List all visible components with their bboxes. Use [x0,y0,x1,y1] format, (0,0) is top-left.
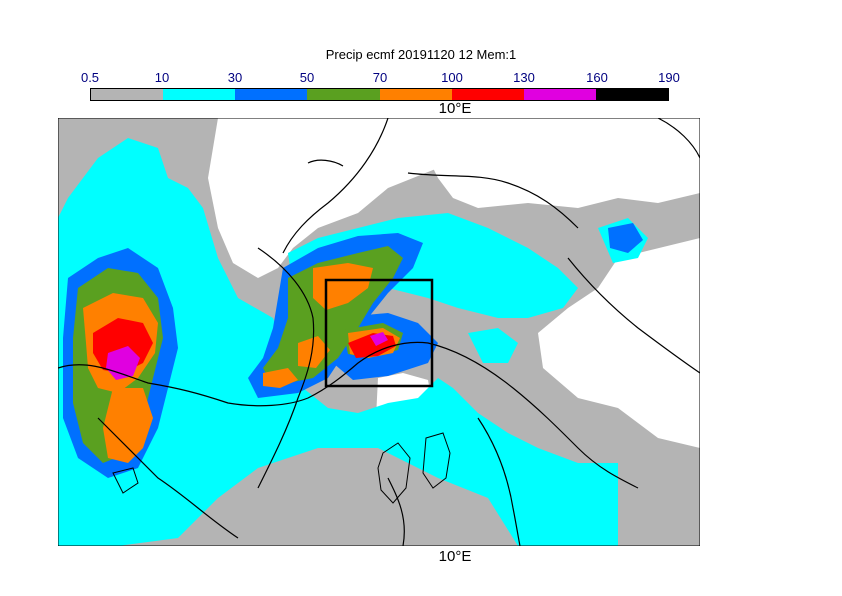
ocean-precip-area [58,138,648,546]
zoom-box [324,278,434,388]
legend-swatch [523,89,596,100]
longitude-label-top: 10°E [438,100,472,117]
legend-tick-label: 70 [372,70,388,85]
legend-swatch [595,89,668,100]
dry-areas [208,118,700,458]
coastlines [58,118,700,546]
legend-tick-label: 160 [586,70,608,85]
legend-tick-label: 0.5 [80,70,100,85]
legend-swatch [91,89,164,100]
island-outlines [112,432,451,504]
legend-tick-labels: 0.5 10 30 50 70 100 130 160 190 [0,70,842,86]
longitude-label-bottom: 10°E [438,548,472,565]
color-legend-bar [90,88,669,101]
legend-swatch [451,89,524,100]
legend-swatch [163,89,236,100]
precipitation-map [58,118,700,546]
legend-swatch [379,89,452,100]
map-title: Precip ecmf 20191120 12 Mem:1 [325,47,517,62]
legend-tick-label: 10 [154,70,170,85]
legend-swatch [307,89,380,100]
legend-tick-label: 130 [513,70,535,85]
legend-swatch [235,89,308,100]
legend-tick-label: 100 [441,70,463,85]
legend-tick-label: 50 [299,70,315,85]
legend-tick-label: 190 [658,70,680,85]
legend-tick-label: 30 [227,70,243,85]
